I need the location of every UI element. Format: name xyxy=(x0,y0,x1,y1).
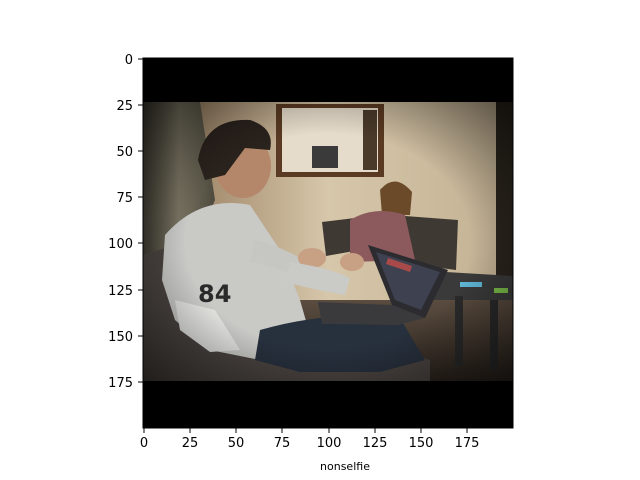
y-tick-label: 150 xyxy=(108,330,133,345)
x-axis-label: nonselfie xyxy=(320,460,370,473)
x-tick-label: 25 xyxy=(182,436,199,451)
y-tick-label: 175 xyxy=(108,376,133,391)
x-tick-label: 175 xyxy=(455,436,480,451)
x-tick-label: 50 xyxy=(228,436,245,451)
y-tick-label: 100 xyxy=(108,237,133,252)
photo-image: 84 xyxy=(143,58,513,428)
y-tick-label: 25 xyxy=(116,99,133,114)
y-axis: 0 25 50 75 100 125 150 175 xyxy=(108,53,143,391)
x-tick-label: 150 xyxy=(409,436,434,451)
x-tick-label: 75 xyxy=(274,436,291,451)
x-tick-label: 100 xyxy=(317,436,342,451)
y-tick-label: 0 xyxy=(125,53,133,68)
y-tick-label: 50 xyxy=(116,145,133,160)
x-axis: 0 25 50 75 100 125 150 175 xyxy=(140,428,480,451)
y-tick-label: 75 xyxy=(116,191,133,206)
x-tick-label: 125 xyxy=(363,436,388,451)
y-tick-label: 125 xyxy=(108,284,133,299)
x-tick-label: 0 xyxy=(140,436,148,451)
